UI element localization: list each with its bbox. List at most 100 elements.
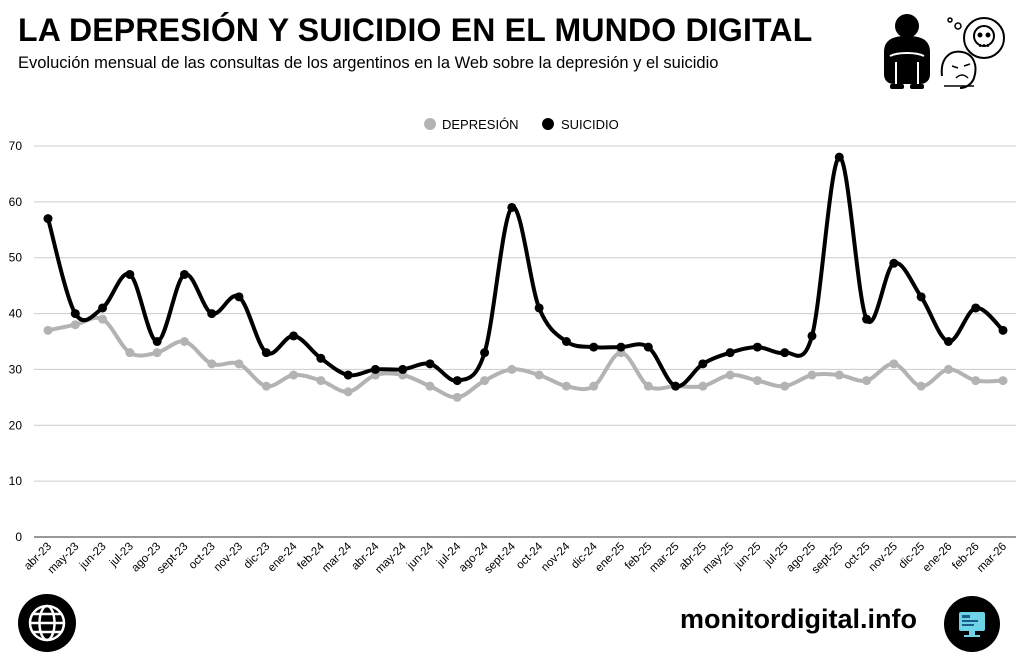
- data-point-depresion: [179, 337, 189, 346]
- data-point-depresion: [943, 364, 953, 374]
- series-lines: [43, 152, 1008, 402]
- data-point-suicidio: [507, 202, 517, 212]
- x-tick-label: nov-25: [867, 541, 900, 574]
- data-point-suicidio: [752, 342, 762, 352]
- data-point-depresion: [862, 376, 872, 386]
- data-point-depresion: [971, 376, 981, 386]
- data-point-suicidio: [589, 342, 599, 352]
- data-point-suicidio: [943, 337, 953, 346]
- grid-lines: [34, 145, 1016, 538]
- data-point-suicidio: [807, 331, 817, 341]
- data-point-suicidio: [452, 376, 462, 386]
- data-point-suicidio: [370, 364, 380, 374]
- data-point-depresion: [452, 392, 462, 402]
- data-point-depresion: [289, 370, 299, 380]
- data-point-suicidio: [725, 348, 735, 358]
- data-point-suicidio: [207, 309, 217, 319]
- monitor-icon: [944, 596, 1000, 652]
- data-point-depresion: [725, 370, 735, 380]
- data-point-depresion: [916, 381, 926, 391]
- x-tick-label: sept-25: [810, 541, 846, 577]
- y-axis-ticks: 0 10 20 30 40 50 60 70: [9, 139, 23, 544]
- x-tick-label: mar-24: [320, 540, 355, 575]
- data-point-depresion: [343, 387, 353, 397]
- y-tick-label: 0: [15, 530, 22, 544]
- series-suicidio: [43, 152, 1008, 391]
- data-point-depresion: [70, 320, 80, 330]
- data-point-suicidio: [70, 309, 80, 319]
- data-point-suicidio: [125, 269, 135, 279]
- data-point-suicidio: [289, 331, 299, 341]
- data-point-suicidio: [316, 353, 326, 363]
- data-point-depresion: [589, 381, 599, 391]
- line-chart: 0 10 20 30 40 50 60 70 abr-23may-23jun-23jul-23…: [9, 117, 1016, 576]
- x-tick-label: ene-26: [921, 541, 955, 575]
- data-point-suicidio: [971, 303, 981, 313]
- data-point-suicidio: [480, 348, 490, 358]
- data-point-depresion: [752, 376, 762, 386]
- x-tick-label: sept-23: [155, 541, 191, 577]
- data-point-depresion: [780, 381, 790, 391]
- data-point-depresion: [507, 364, 517, 374]
- data-point-depresion: [807, 370, 817, 380]
- data-point-suicidio: [343, 370, 353, 380]
- y-tick-label: 20: [9, 418, 23, 432]
- data-point-depresion: [98, 314, 108, 324]
- y-tick-label: 60: [9, 195, 23, 209]
- y-tick-label: 40: [9, 307, 23, 321]
- data-point-suicidio: [834, 152, 844, 162]
- globe-icon: [18, 594, 76, 652]
- data-point-depresion: [425, 381, 435, 391]
- legend: DEPRESIÓN SUICIDIO: [424, 117, 619, 132]
- sad-face-skull-thought-icon: [940, 17, 1005, 89]
- data-point-suicidio: [43, 214, 53, 224]
- y-tick-label: 70: [9, 139, 23, 153]
- x-tick-label: nov-24: [539, 540, 573, 574]
- x-tick-label: ene-25: [593, 541, 627, 575]
- data-point-depresion: [561, 381, 571, 391]
- data-point-depresion: [207, 359, 217, 369]
- data-point-suicidio: [998, 325, 1008, 335]
- data-point-depresion: [316, 376, 326, 386]
- data-point-depresion: [698, 381, 708, 391]
- data-point-depresion: [480, 376, 490, 386]
- data-point-suicidio: [561, 337, 571, 346]
- x-tick-label: mar-26: [975, 541, 1009, 575]
- x-tick-label: jun-24: [404, 540, 436, 572]
- data-point-suicidio: [179, 269, 189, 279]
- series-line-suicidio: [46, 155, 1005, 389]
- series-line-depresion: [46, 315, 1005, 400]
- data-point-suicidio: [916, 292, 926, 302]
- data-point-depresion: [125, 348, 135, 358]
- data-point-suicidio: [234, 292, 244, 302]
- x-tick-label: may-24: [373, 540, 409, 576]
- data-point-suicidio: [889, 258, 899, 268]
- data-point-suicidio: [98, 303, 108, 313]
- data-point-depresion: [534, 370, 544, 380]
- data-point-suicidio: [261, 348, 271, 358]
- chart-title: LA DEPRESIÓN Y SUICIDIO EN EL MUNDO DIGI…: [18, 12, 813, 48]
- legend-marker-suicidio: [542, 118, 554, 130]
- data-point-depresion: [261, 381, 271, 391]
- data-point-suicidio: [425, 359, 435, 369]
- x-tick-label: jun-23: [77, 541, 109, 573]
- data-point-suicidio: [398, 364, 408, 374]
- x-tick-label: may-25: [701, 541, 737, 577]
- y-tick-label: 30: [9, 362, 23, 376]
- data-point-depresion: [643, 381, 653, 391]
- x-tick-label: may-23: [46, 541, 82, 577]
- data-point-depresion: [43, 325, 53, 335]
- data-point-depresion: [889, 359, 899, 369]
- x-tick-label: ene-24: [266, 540, 300, 574]
- y-tick-label: 10: [9, 474, 23, 488]
- x-axis-ticks: abr-23may-23jun-23jul-23ago-23sept-23oct…: [22, 540, 1009, 576]
- data-point-depresion: [152, 348, 162, 358]
- x-tick-label: mar-25: [647, 541, 681, 575]
- x-tick-label: jun-25: [732, 541, 764, 573]
- legend-marker-depresion: [424, 118, 436, 130]
- data-point-suicidio: [152, 337, 162, 346]
- data-point-suicidio: [862, 314, 872, 324]
- sad-person-icon: [884, 14, 930, 89]
- data-point-depresion: [234, 359, 244, 369]
- data-point-suicidio: [780, 348, 790, 358]
